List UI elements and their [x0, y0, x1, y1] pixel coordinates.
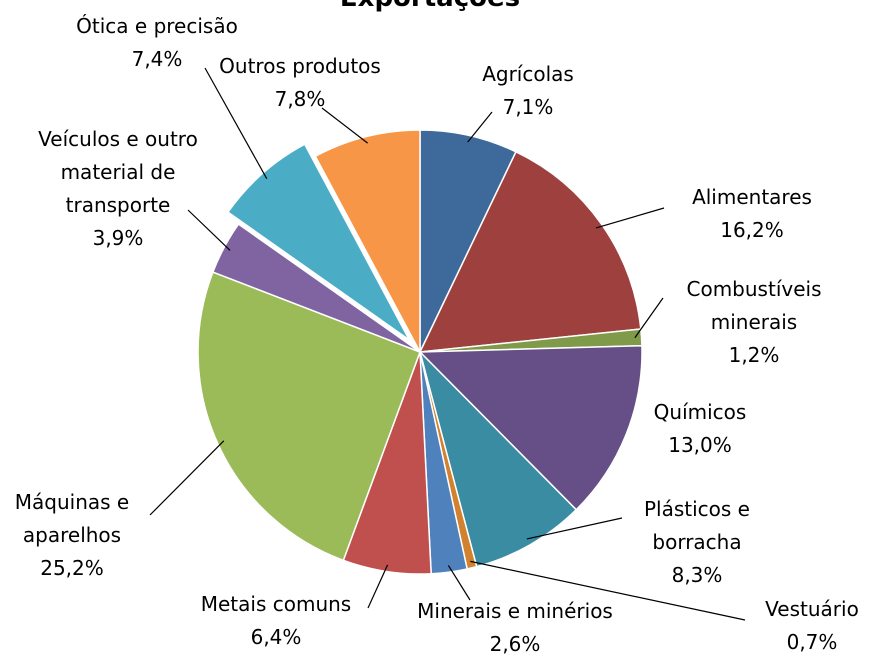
leader-line: [526, 517, 623, 540]
category-label: Vestuário: [765, 597, 859, 621]
value-label: 2,6%: [489, 632, 541, 656]
category-label: Veículos e outro material de transporte: [38, 127, 198, 217]
leader-line: [634, 297, 664, 339]
category-label: Outros produtos: [219, 54, 381, 78]
slice-label: Plásticos e borracha 8,3%: [622, 493, 772, 592]
slice-label: Máquinas e aparelhos 25,2%: [2, 486, 142, 585]
value-label: 0,7%: [786, 630, 838, 654]
slice-label: Químicos 13,0%: [640, 396, 760, 462]
slice-label: Veículos e outro material de transporte 3…: [18, 123, 218, 255]
category-label: Metais comuns: [200, 592, 352, 616]
value-label: 1,2%: [728, 343, 780, 367]
category-label: Minerais e minérios: [417, 599, 613, 623]
leader-line: [447, 565, 471, 601]
value-label: 6,4%: [250, 625, 302, 649]
pie-slice: [226, 143, 411, 341]
pie-slice: [197, 271, 421, 562]
category-label: Químicos: [653, 400, 747, 424]
slice-label: Metais comuns 6,4%: [176, 588, 376, 654]
value-label: 25,2%: [40, 556, 104, 580]
leader-line: [321, 107, 369, 144]
value-label: 7,1%: [502, 95, 554, 119]
leader-line: [149, 440, 225, 516]
pie-slice: [314, 129, 421, 353]
value-label: 13,0%: [668, 433, 732, 457]
category-label: Plásticos e borracha: [643, 497, 750, 554]
slice-label: Agrícolas 7,1%: [458, 58, 598, 124]
slice-label: Ótica e precisão 7,4%: [57, 10, 257, 76]
slice-label: Minerais e minérios 2,6%: [395, 595, 635, 657]
value-label: 8,3%: [671, 563, 723, 587]
pie-slice: [418, 150, 642, 353]
value-label: 16,2%: [720, 218, 784, 242]
value-label: 7,4%: [131, 47, 183, 71]
category-label: Alimentares: [692, 185, 812, 209]
pie-slice: [211, 223, 421, 353]
category-label: Agrícolas: [482, 62, 574, 86]
chart-title: Exportações: [340, 0, 520, 13]
pie-slice: [418, 344, 643, 511]
leader-line: [204, 67, 268, 179]
category-label: Combustíveis minerais: [686, 277, 822, 334]
value-label: 3,9%: [92, 226, 144, 250]
slice-label: Alimentares 16,2%: [672, 181, 832, 247]
slice-label: Combustíveis minerais 1,2%: [669, 273, 839, 372]
category-label: Máquinas e aparelhos: [14, 490, 130, 547]
leader-line: [595, 207, 665, 229]
slice-label: Outros produtos 7,8%: [200, 50, 400, 116]
leader-line: [467, 111, 493, 143]
leader-line: [470, 560, 746, 621]
category-label: Ótica e precisão: [76, 14, 238, 38]
leader-line: [187, 209, 231, 251]
value-label: 7,8%: [274, 87, 326, 111]
leader-line: [367, 564, 389, 609]
slice-label: Vestuário 0,7%: [747, 593, 869, 657]
pie-slice: [418, 349, 578, 568]
